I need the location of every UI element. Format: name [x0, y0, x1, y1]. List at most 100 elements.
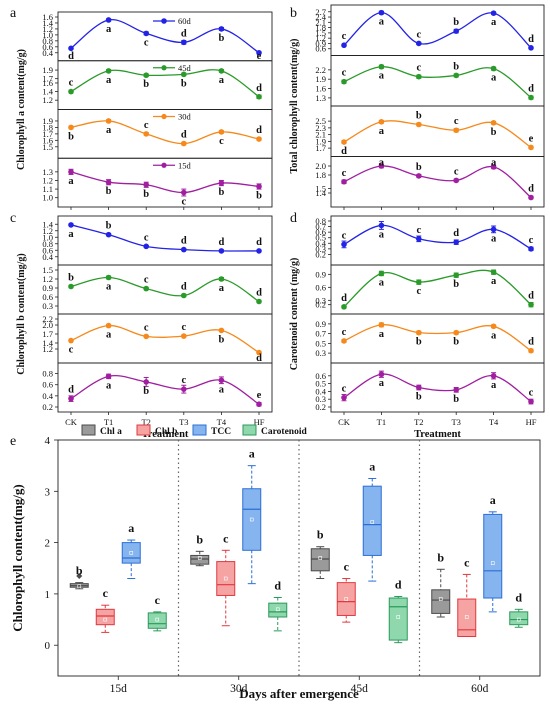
y-tick-label: 1.4 [42, 219, 53, 229]
data-point [378, 163, 385, 169]
data-point [378, 371, 385, 378]
series-60d: 0.20.30.40.50.60.70.8 c a c d a c [315, 215, 545, 266]
significance-letter: d [181, 236, 187, 247]
series-tag-label: 15d [178, 160, 192, 170]
significance-letter: a [106, 75, 112, 86]
subplot-frame [57, 313, 273, 364]
series-tag-marker [161, 162, 167, 168]
y-tick-label: 0.2 [315, 300, 326, 310]
box-Carotenoid: c [147, 593, 167, 632]
significance-letter: a [106, 125, 112, 136]
significance-letter: c [144, 120, 149, 131]
y-tick-label: 2.0 [315, 161, 326, 171]
box-Chl a: b [431, 550, 451, 618]
significance-letter: b [143, 386, 149, 397]
significance-letter: c [181, 322, 186, 333]
significance-letter: a [106, 282, 112, 293]
x-axis-label: Days after emergence [239, 686, 359, 701]
significance-letter: a [68, 176, 74, 187]
significance-letter: a [490, 493, 496, 507]
significance-letter: d [256, 83, 262, 94]
y-tick-label: 1.8 [315, 170, 326, 180]
x-tick-label: CK [65, 417, 78, 427]
significance-letter: d [68, 51, 74, 62]
series-line [70, 375, 260, 405]
significance-letter: c [342, 31, 347, 42]
data-point [218, 180, 225, 186]
significance-letter: a [219, 283, 225, 294]
legend-label: Carotenoid [261, 427, 307, 437]
y-tick-label: 1.9 [42, 116, 53, 126]
box-Chl a: b [69, 564, 89, 590]
data-point [105, 373, 112, 380]
box-TCC: a [483, 493, 503, 613]
significance-letter: a [379, 378, 385, 389]
x-tick-label: HF [254, 417, 265, 427]
y-tick-label: 0.6 [42, 245, 53, 255]
data-point [528, 144, 534, 151]
y-axis-label: Carotenoid content (mg/g) [289, 258, 300, 371]
x-tick-label: T2 [414, 417, 423, 427]
significance-letter: e [529, 133, 534, 144]
data-point [416, 236, 422, 242]
significance-letter: b [453, 61, 459, 72]
y-axis-label: Chlorophyll a content(mg/g) [16, 49, 27, 170]
series-30d: 1.21.41.72.02.2 c a c c b d [42, 313, 273, 364]
data-point [528, 45, 534, 51]
y-tick-label: 0.6 [315, 44, 326, 54]
y-tick-label: 0.2 [315, 249, 326, 259]
subplot-frame [57, 362, 273, 413]
y-tick-label: 3 [45, 486, 51, 498]
data-point [256, 136, 262, 142]
significance-letter: c [529, 388, 534, 399]
panel-label: d [290, 211, 297, 226]
significance-letter: a [369, 459, 375, 473]
y-tick-label: 1.2 [42, 175, 53, 185]
box-Chl b: c [95, 586, 115, 633]
significance-letter: b [68, 273, 74, 284]
y-tick-label: 2.7 [315, 7, 326, 17]
y-tick-label: 0.3 [315, 244, 326, 254]
y-tick-label: 0.9 [315, 319, 326, 329]
series-15d: 1.01.11.21.3 a b b c b b [42, 157, 273, 208]
series-line [343, 11, 532, 49]
data-point [68, 45, 74, 52]
y-tick-label: 1.8 [315, 23, 326, 33]
data-point [256, 401, 262, 408]
series-15d: 0.20.30.40.50.6 c a b b a c [315, 362, 545, 413]
series-line [343, 269, 532, 308]
data-point [341, 394, 347, 401]
y-tick-label: 0 [45, 640, 51, 652]
data-point [256, 49, 262, 56]
y-tick-label: 0.8 [42, 369, 53, 379]
data-point [218, 68, 225, 74]
series-line [343, 165, 532, 199]
mean-marker [344, 597, 349, 601]
significance-letter: a [379, 229, 385, 240]
data-point [218, 129, 225, 135]
y-tick-label: 1.3 [42, 167, 53, 177]
significance-letter: b [416, 111, 422, 122]
y-tick-label: 1.6 [42, 78, 53, 88]
box-TCC: a [121, 521, 141, 580]
y-tick-label: 1.6 [315, 84, 326, 94]
data-point [378, 119, 385, 125]
significance-letter: e [257, 390, 262, 401]
significance-letter: a [249, 447, 255, 461]
y-tick-label: 0.8 [315, 216, 326, 226]
series-line [70, 69, 260, 98]
data-point [490, 269, 497, 275]
significance-letter: c [342, 168, 347, 179]
series-tag-marker [161, 113, 167, 120]
significance-letter: c [416, 225, 421, 236]
significance-letter: c [103, 586, 109, 600]
significance-letter: b [416, 337, 422, 348]
series-line [343, 324, 532, 352]
y-tick-label: 1.2 [42, 95, 53, 105]
data-point [416, 73, 422, 80]
data-point [256, 298, 262, 305]
legend-swatch [242, 424, 257, 436]
significance-letter: b [106, 186, 112, 197]
y-tick-label: 2.1 [315, 17, 326, 27]
